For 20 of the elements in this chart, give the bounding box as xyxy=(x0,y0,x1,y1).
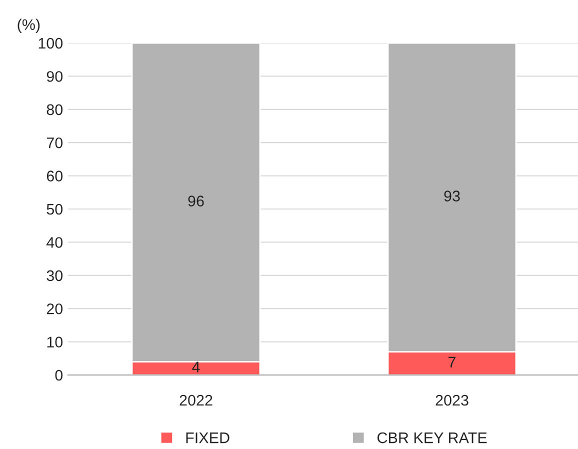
data-label: 7 xyxy=(448,356,456,368)
x-tick-label: 2022 xyxy=(180,394,212,406)
y-tick-label: 40 xyxy=(46,237,63,248)
y-tick-label: 100 xyxy=(38,38,63,49)
data-label: 96 xyxy=(188,196,204,206)
y-tick-label: 90 xyxy=(46,71,63,82)
y-tick-label: 70 xyxy=(46,137,63,148)
legend-label: CBR KEY RATE xyxy=(377,432,487,444)
y-tick-label: 0 xyxy=(55,370,63,381)
legend-label: FIXED xyxy=(186,432,230,444)
data-label: 4 xyxy=(192,362,200,372)
y-tick-label: 60 xyxy=(46,170,63,182)
data-label: 93 xyxy=(444,190,460,202)
y-axis-title: (%) xyxy=(18,18,40,34)
y-tick-label: 80 xyxy=(46,104,63,116)
y-tick-label: 50 xyxy=(46,204,63,215)
x-tick-label: 2023 xyxy=(436,394,468,406)
y-tick-label: 20 xyxy=(46,303,63,314)
y-tick-label: 10 xyxy=(47,336,63,348)
y-tick-label: 30 xyxy=(46,270,63,282)
